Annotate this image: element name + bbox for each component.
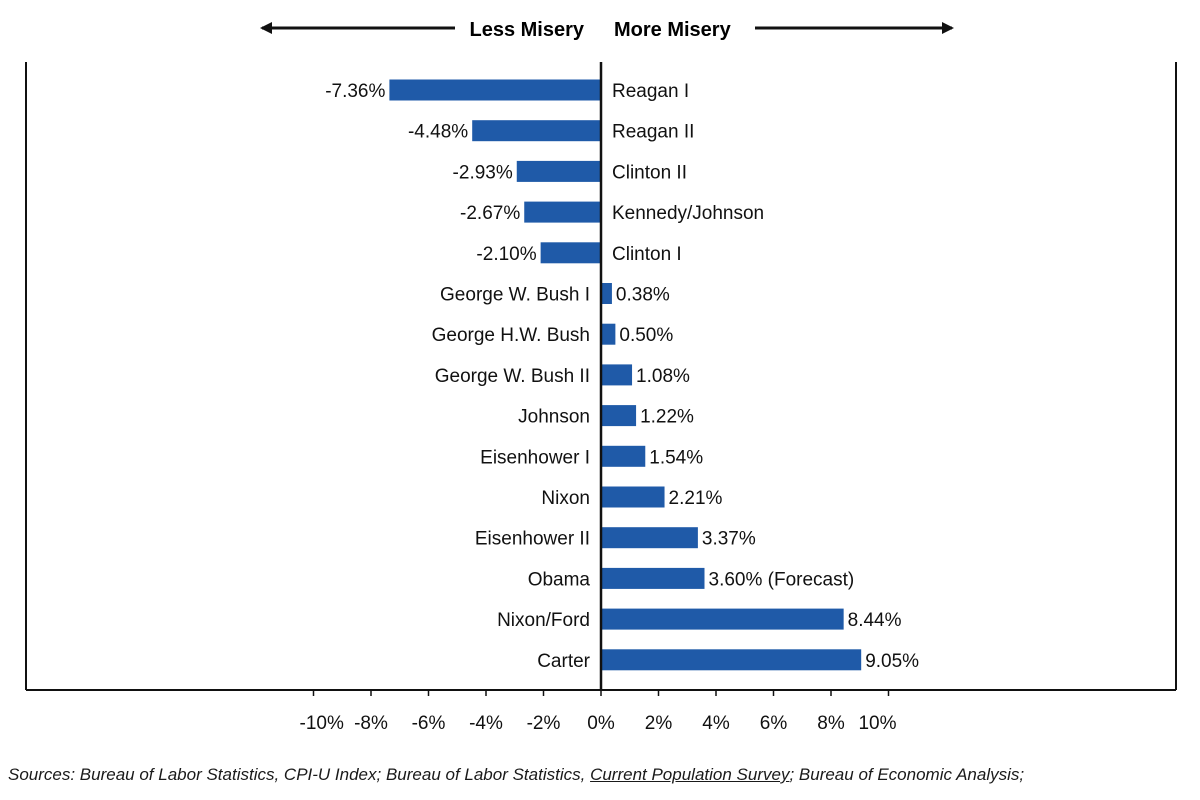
value-label: -2.67% — [460, 203, 520, 224]
sources-suffix: ; Bureau of Economic Analysis; — [789, 765, 1025, 784]
value-label: 8.44% — [848, 610, 902, 631]
value-label: -7.36% — [325, 81, 385, 102]
x-tick-label: 8% — [817, 713, 845, 734]
bar — [601, 405, 637, 427]
x-tick-label: 6% — [760, 713, 788, 734]
value-label: 9.05% — [865, 651, 919, 672]
category-label: Clinton I — [612, 244, 682, 265]
value-label: -2.93% — [453, 162, 513, 183]
value-labels-group: -7.36% -4.48% -2.93% -2.67% -2.10% 0.38% 0.50%… — [325, 81, 919, 672]
category-label: Carter — [537, 651, 590, 672]
x-tick-label: -6% — [412, 713, 446, 734]
x-tick-label: -2% — [527, 713, 561, 734]
category-label: Reagan I — [612, 81, 689, 102]
bar — [601, 567, 705, 589]
category-label: Johnson — [518, 407, 590, 428]
bar — [601, 527, 698, 549]
more-misery-label: More Misery — [614, 19, 732, 41]
x-tick-label: 10% — [858, 713, 896, 734]
value-label: -2.10% — [476, 244, 536, 265]
x-tick-label: -8% — [354, 713, 388, 734]
category-label: George W. Bush II — [435, 366, 590, 387]
category-label: Reagan II — [612, 122, 694, 143]
sources-note: Sources: Bureau of Labor Statistics, CPI… — [8, 758, 1198, 800]
bars-group — [389, 79, 862, 671]
category-label: Obama — [528, 569, 591, 590]
sources-prefix: Sources: Bureau of Labor Statistics, CPI… — [8, 765, 591, 784]
value-label: 1.54% — [649, 447, 703, 468]
category-label: George W. Bush I — [440, 285, 590, 306]
sources-line-2: U.S. Federal Reserve; International Mone… — [8, 792, 1198, 800]
category-label: Eisenhower I — [480, 447, 590, 468]
bar — [601, 323, 616, 345]
category-label: Eisenhower II — [475, 529, 590, 550]
bar — [601, 608, 844, 630]
bar — [601, 364, 633, 386]
x-tick-label: 4% — [702, 713, 730, 734]
less-misery-label: Less Misery — [469, 19, 584, 41]
bar — [601, 445, 646, 467]
x-axis-ticks-group: -10% -8% -6% -4% -2% 0% 2% 4% 6% 8% 10% — [300, 690, 897, 734]
value-label: -4.48% — [408, 122, 468, 143]
bar — [601, 649, 862, 671]
misery-index-chart: Less Misery More Misery -7.36% -4.48% -2.9… — [25, 19, 1177, 734]
sources-line-1: Sources: Bureau of Labor Statistics, CPI… — [8, 758, 1198, 792]
category-label: Nixon — [541, 488, 590, 509]
category-label: Kennedy/Johnson — [612, 203, 764, 224]
value-label: 3.37% — [702, 529, 756, 550]
value-label: 0.50% — [619, 325, 673, 346]
value-label: 0.38% — [616, 285, 670, 306]
sources-underlined: Current Population Survey — [590, 765, 790, 784]
bar — [472, 120, 601, 142]
category-labels-group: Reagan I Reagan II Clinton II Kennedy/Johns… — [432, 81, 765, 672]
x-tick-label: 0% — [587, 713, 615, 734]
x-tick-label: -10% — [300, 713, 344, 734]
bar — [524, 201, 601, 223]
bar — [389, 79, 601, 101]
value-label: 1.08% — [636, 366, 690, 387]
value-label: 1.22% — [640, 407, 694, 428]
category-label: Nixon/Ford — [497, 610, 590, 631]
direction-header: Less Misery More Misery — [260, 19, 954, 41]
bar — [540, 242, 601, 264]
bar — [601, 283, 612, 304]
category-label: Clinton II — [612, 162, 687, 183]
x-tick-label: -4% — [469, 713, 503, 734]
bar — [516, 160, 601, 182]
value-label: 2.21% — [669, 488, 723, 509]
category-label: George H.W. Bush — [432, 325, 590, 346]
bar — [601, 486, 665, 508]
x-tick-label: 2% — [645, 713, 673, 734]
value-label: 3.60% (Forecast) — [709, 569, 855, 590]
